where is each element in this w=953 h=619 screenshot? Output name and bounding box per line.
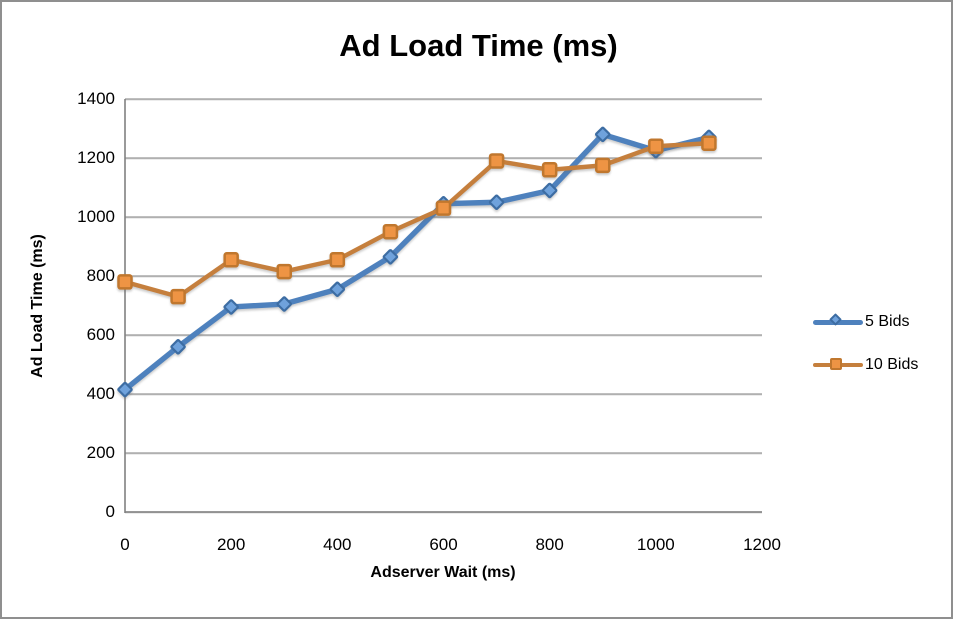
legend: 5 Bids 10 Bids [813, 310, 918, 396]
y-tick-label: 400 [86, 384, 115, 403]
y-tick-label: 1200 [77, 148, 115, 167]
data-point-square [488, 153, 505, 169]
y-tick-label: 0 [105, 502, 115, 521]
data-point-diamond [382, 249, 399, 265]
data-point-diamond [594, 126, 611, 143]
x-tick-label: 0 [120, 535, 130, 554]
data-point-square [435, 200, 452, 216]
x-tick-label: 1000 [636, 535, 675, 554]
data-point-square [382, 224, 399, 240]
series-line [122, 141, 712, 299]
legend-item-10-bids: 10 Bids [813, 353, 918, 377]
x-tick-label: 800 [535, 535, 564, 554]
y-tick-label: 800 [86, 266, 115, 285]
x-tick-label: 200 [216, 535, 246, 554]
series-10-bids [117, 135, 717, 305]
legend-item-5-bids: 5 Bids [813, 310, 918, 334]
data-point-diamond [541, 182, 558, 199]
x-axis-title: Adserver Wait (ms) [370, 564, 516, 581]
x-tick-label: 1200 [743, 535, 781, 554]
legend-label-5-bids: 5 Bids [865, 313, 910, 330]
data-point-square [329, 252, 346, 268]
y-tick-label: 600 [86, 325, 115, 344]
series-5-bids [117, 126, 717, 398]
data-point-square [541, 162, 558, 178]
data-point-square [595, 157, 611, 174]
series-line [122, 131, 712, 393]
x-tick-label: 600 [429, 535, 458, 554]
y-axis-title: Ad Load Time (ms) [29, 234, 46, 378]
data-point-square [223, 252, 239, 268]
data-point-square [170, 288, 186, 305]
data-point-square [701, 135, 717, 151]
y-tick-label: 1400 [77, 89, 115, 108]
data-point-diamond [117, 381, 133, 398]
legend-swatch-5-bids [813, 310, 863, 334]
legend-square-marker-icon [830, 358, 842, 370]
data-point-diamond [170, 339, 186, 355]
data-point-diamond [488, 194, 505, 211]
data-point-diamond [329, 281, 346, 298]
x-tick-label: 400 [323, 535, 352, 554]
chart-title: Ad Load Time (ms) [339, 28, 618, 63]
data-point-square [276, 263, 292, 280]
y-tick-label: 200 [86, 443, 115, 462]
data-point-diamond [223, 299, 239, 315]
data-point-square [648, 138, 664, 154]
legend-label-10-bids: 10 Bids [865, 356, 919, 373]
data-point-square [117, 274, 133, 290]
data-point-diamond [276, 296, 293, 312]
legend-swatch-10-bids [813, 353, 863, 377]
y-tick-label: 1000 [77, 207, 115, 226]
